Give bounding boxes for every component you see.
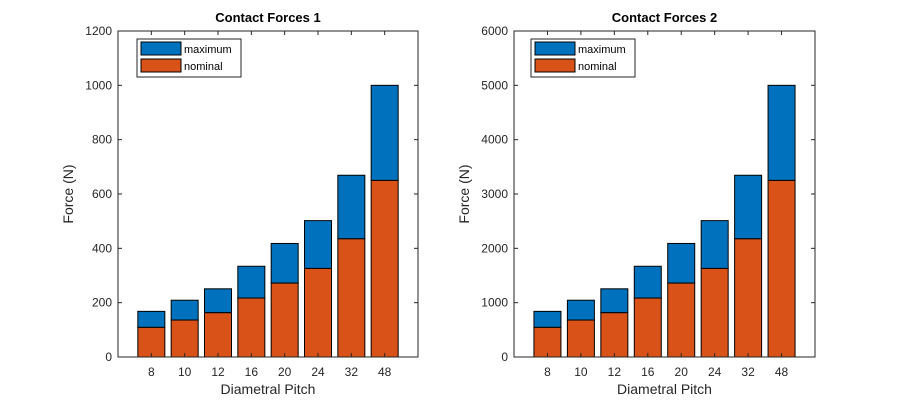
- x-tick-label: 12: [211, 365, 225, 379]
- y-tick-label: 200: [92, 296, 112, 310]
- bar-maximum: [700, 220, 729, 269]
- legend-label-nominal: nominal: [578, 61, 617, 73]
- legend: maximum nominal: [530, 38, 636, 78]
- bar-nominal: [337, 238, 366, 358]
- bar-nominal: [204, 312, 232, 358]
- bar-nominal: [370, 179, 399, 358]
- bar-nominal: [633, 297, 662, 358]
- chart-panel-1: 0 200 400 600 800 1000 1200 8 10 12 16 20 24 32 48 Cont…: [60, 10, 419, 397]
- x-tick-label: 20: [675, 365, 689, 379]
- y-tick-label: 5000: [481, 78, 508, 92]
- x-tick-label: 24: [311, 365, 325, 379]
- y-tick-label: 0: [105, 350, 112, 364]
- y-tick-label: 3000: [481, 187, 508, 201]
- bar-maximum: [767, 84, 796, 181]
- bar-maximum: [337, 174, 366, 240]
- bar-nominal: [667, 282, 696, 358]
- x-tick-label: 32: [345, 365, 359, 379]
- legend-label-nominal: nominal: [184, 61, 223, 73]
- x-tick-label: 10: [178, 365, 192, 379]
- y-tick-label: 0: [501, 350, 508, 364]
- x-tick-label: 8: [544, 365, 551, 379]
- y-tick-label: 6000: [481, 24, 508, 38]
- x-tick-label: 10: [574, 365, 588, 379]
- legend-swatch-maximum: [534, 41, 576, 56]
- y-tick-label: 1000: [481, 296, 508, 310]
- bar-nominal: [566, 319, 595, 358]
- y-tick-label: 1200: [85, 24, 112, 38]
- legend-swatch-maximum: [140, 41, 182, 56]
- bar-maximum: [204, 288, 232, 314]
- plot-area: [514, 31, 815, 357]
- bar-nominal: [237, 297, 266, 358]
- x-tick-label: 16: [641, 365, 655, 379]
- bar-nominal: [270, 282, 299, 358]
- x-axis-label: Diametral Pitch: [221, 381, 316, 397]
- bar-maximum: [370, 84, 399, 181]
- bar-maximum: [533, 310, 562, 328]
- x-tick-label: 24: [708, 365, 722, 379]
- bar-maximum: [667, 242, 696, 284]
- x-tick-label: 32: [741, 365, 755, 379]
- x-tick-label: 8: [148, 365, 155, 379]
- legend-label-maximum: maximum: [184, 44, 232, 56]
- x-tick-label: 12: [608, 365, 622, 379]
- legend: maximum nominal: [136, 38, 242, 78]
- bar-maximum: [566, 299, 595, 321]
- bar-nominal: [700, 267, 729, 358]
- bar-maximum: [633, 265, 662, 299]
- bar-nominal: [137, 326, 166, 358]
- bar-nominal: [170, 319, 199, 358]
- y-tick-label: 1000: [85, 78, 112, 92]
- bar-maximum: [170, 299, 199, 321]
- y-tick-label: 2000: [481, 241, 508, 255]
- legend-swatch-nominal: [534, 58, 576, 73]
- chart-title: Contact Forces 1: [215, 10, 320, 25]
- x-tick-label: 48: [378, 365, 392, 379]
- bar-maximum: [600, 288, 629, 314]
- y-axis-label: Force (N): [456, 164, 472, 223]
- bar-maximum: [137, 310, 166, 328]
- bar-nominal: [600, 312, 629, 358]
- bar-nominal: [734, 238, 763, 358]
- bar-maximum: [734, 174, 763, 240]
- legend-label-maximum: maximum: [578, 44, 626, 56]
- bar-nominal: [304, 267, 332, 358]
- bar-maximum: [237, 265, 266, 299]
- y-tick-label: 600: [92, 187, 112, 201]
- y-tick-label: 800: [92, 133, 112, 147]
- legend-swatch-nominal: [140, 58, 182, 73]
- chart-panel-2: 0 1000 2000 3000 4000 5000 6000 8 10 12 16 20 24 32 48…: [456, 10, 816, 397]
- x-tick-label: 20: [278, 365, 292, 379]
- x-axis-label: Diametral Pitch: [617, 381, 712, 397]
- bar-nominal: [533, 326, 562, 358]
- bar-maximum: [270, 242, 299, 284]
- plot-area: [118, 31, 418, 357]
- y-tick-label: 4000: [481, 133, 508, 147]
- x-tick-label: 16: [245, 365, 259, 379]
- chart-title: Contact Forces 2: [612, 10, 717, 25]
- bar-nominal: [767, 179, 796, 358]
- y-tick-label: 400: [92, 241, 112, 255]
- x-tick-label: 48: [775, 365, 789, 379]
- y-axis-label: Force (N): [60, 164, 76, 223]
- bar-maximum: [304, 220, 332, 269]
